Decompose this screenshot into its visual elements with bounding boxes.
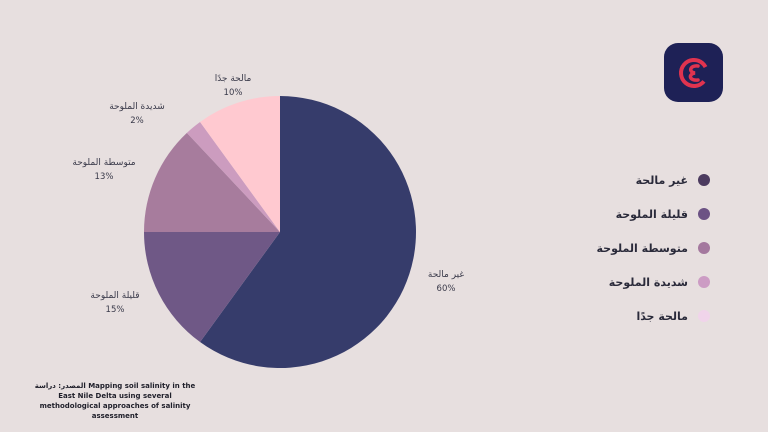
legend-label: مالحة جدًا: [636, 309, 688, 323]
legend-item: غير مالحة: [570, 170, 710, 190]
pie-slice: [186, 121, 280, 232]
legend-item: شديدة الملوحة: [570, 272, 710, 292]
slice-label-value: 13%: [94, 172, 114, 182]
slice-label-value: 2%: [130, 116, 144, 126]
legend-item: متوسطة الملوحة: [570, 238, 710, 258]
slice-label-name: شديدة الملوحة: [109, 102, 165, 112]
slice-label-value: 60%: [436, 284, 456, 294]
slice-label: قليلة الملوحة 15%: [90, 289, 139, 317]
legend: غير مالحة قليلة الملوحة متوسطة الملوحة ش…: [570, 170, 710, 340]
slice-label: متوسطة الملوحة 13%: [72, 156, 135, 184]
slice-label: غير مالحة 60%: [428, 268, 464, 296]
legend-label: شديدة الملوحة: [608, 275, 688, 289]
legend-label: قليلة الملوحة: [615, 207, 688, 221]
slice-label: شديدة الملوحة 2%: [109, 100, 165, 128]
legend-swatch: [698, 174, 710, 186]
legend-swatch: [698, 242, 710, 254]
slice-label-name: مالحة جدًا: [214, 74, 252, 84]
logo[interactable]: [664, 43, 723, 102]
legend-label: غير مالحة: [635, 173, 688, 187]
source-note: المصدر: دراسة Mapping soil salinity in t…: [34, 382, 196, 420]
legend-label: متوسطة الملوحة: [596, 241, 689, 255]
slice-label-name: غير مالحة: [427, 270, 465, 280]
slice-label-name: قليلة الملوحة: [90, 291, 140, 301]
legend-swatch: [698, 276, 710, 288]
logo-mark-icon: [678, 57, 709, 88]
pie-slice: [144, 132, 280, 232]
slice-label-name: متوسطة الملوحة: [72, 158, 136, 168]
legend-item: مالحة جدًا: [570, 306, 710, 326]
slice-label-value: 10%: [223, 88, 243, 98]
legend-item: قليلة الملوحة: [570, 204, 710, 224]
slice-label: مالحة جدًا 10%: [215, 72, 252, 100]
pie-slice: [200, 96, 280, 232]
legend-swatch: [698, 310, 710, 322]
legend-swatch: [698, 208, 710, 220]
pie-slice: [144, 232, 280, 343]
pie-slice: [200, 96, 416, 369]
slice-label-value: 15%: [105, 305, 125, 315]
